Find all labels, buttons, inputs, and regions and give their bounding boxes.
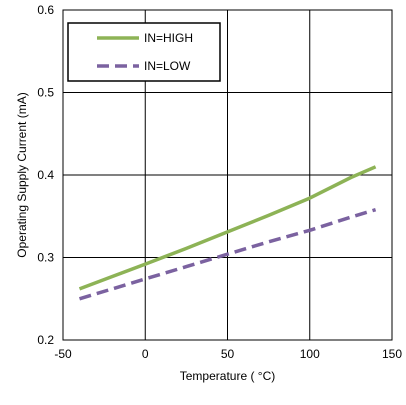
y-tick-label: 0.4 xyxy=(37,168,54,182)
series-line-in-low xyxy=(78,208,377,301)
series-line-in-high xyxy=(78,165,377,291)
legend-label-in-low: IN=LOW xyxy=(144,59,191,73)
x-tick-label: 50 xyxy=(221,347,235,361)
x-tick-label: 100 xyxy=(300,347,320,361)
x-tick-labels: -50 0 50 100 150 xyxy=(54,347,402,361)
y-tick-label: 0.2 xyxy=(37,333,54,347)
y-tick-label: 0.6 xyxy=(37,3,54,17)
legend: IN=HIGH IN=LOW xyxy=(67,22,221,82)
y-tick-labels: 0.2 0.3 0.4 0.5 0.6 xyxy=(37,3,54,347)
gridlines xyxy=(63,10,392,340)
series-lines xyxy=(78,165,377,301)
x-tick-label: 150 xyxy=(382,347,402,361)
y-tick-label: 0.3 xyxy=(37,251,54,265)
x-tick-label: -50 xyxy=(54,347,72,361)
legend-label-in-high: IN=HIGH xyxy=(144,31,193,45)
x-axis-label: Temperature ( °C) xyxy=(180,369,276,383)
legend-box xyxy=(67,22,221,82)
plot-frame xyxy=(62,9,393,341)
x-tick-label: 0 xyxy=(142,347,149,361)
y-tick-label: 0.5 xyxy=(37,86,54,100)
y-axis-label: Operating Supply Current (mA) xyxy=(15,92,29,257)
